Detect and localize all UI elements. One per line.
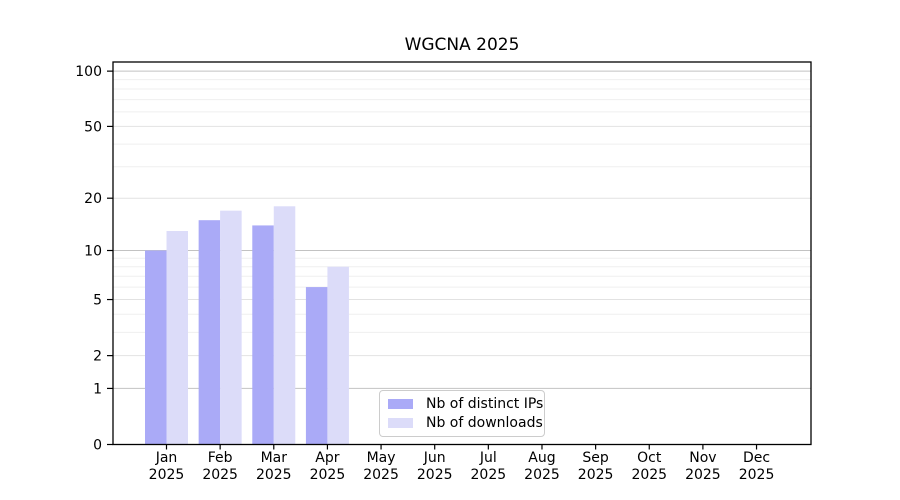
x-tick-label-year-jan: 2025: [149, 467, 185, 483]
x-tick-label-month-nov: Nov: [689, 450, 716, 466]
distinct-ips-swatch-icon: [388, 399, 413, 409]
bar-distinct-ips-jan: [145, 250, 167, 445]
bar-downloads-feb: [220, 210, 242, 445]
chart-title: WGCNA 2025: [404, 35, 520, 55]
x-tick-label-year-aug: 2025: [524, 467, 560, 483]
y-tick-label-1: 1: [93, 381, 102, 397]
x-tick-label-month-oct: Oct: [637, 450, 662, 466]
x-tick-label-month-jun: Jun: [423, 450, 446, 466]
bar-downloads-jan: [166, 231, 188, 445]
x-tick-label-month-apr: Apr: [315, 450, 339, 466]
x-tick-label-month-may: May: [367, 450, 396, 466]
bar-downloads-apr: [327, 266, 349, 445]
x-tick-label-year-apr: 2025: [310, 467, 346, 483]
y-tick-label-5: 5: [93, 293, 102, 309]
x-tick-label-month-sep: Sep: [582, 450, 609, 466]
legend-label-distinct-ips: Nb of distinct IPs: [426, 396, 544, 412]
x-tick-label-month-feb: Feb: [208, 450, 233, 466]
x-tick-label-year-sep: 2025: [578, 467, 614, 483]
x-tick-label-month-mar: Mar: [261, 450, 288, 466]
x-tick-label-month-aug: Aug: [528, 450, 555, 466]
x-tick-label-month-dec: Dec: [743, 450, 770, 466]
x-tick-label-month-jan: Jan: [155, 450, 178, 466]
y-tick-label-100: 100: [75, 64, 102, 80]
x-tick-label-year-jun: 2025: [417, 467, 453, 483]
y-tick-label-20: 20: [84, 191, 102, 207]
x-tick-label-year-feb: 2025: [202, 467, 238, 483]
legend-item-downloads: Nb of downloads: [388, 415, 543, 431]
bar-distinct-ips-apr: [305, 287, 328, 445]
x-tick-label-year-may: 2025: [363, 467, 399, 483]
plot-border: [112, 61, 812, 446]
legend-label-downloads: Nb of downloads: [426, 415, 543, 431]
x-tick-label-month-jul: Jul: [479, 450, 497, 466]
y-tick-label-0: 0: [93, 438, 102, 454]
x-tick-label-year-nov: 2025: [685, 467, 721, 483]
bar-distinct-ips-feb: [198, 220, 221, 445]
bar-downloads-mar: [273, 206, 296, 445]
legend: Nb of distinct IPs Nb of downloads: [379, 390, 545, 437]
y-tick-label-10: 10: [84, 244, 102, 260]
downloads-swatch-icon: [388, 418, 413, 428]
x-tick-label-year-jul: 2025: [471, 467, 507, 483]
x-tick-label-year-oct: 2025: [631, 467, 667, 483]
bar-distinct-ips-mar: [252, 225, 274, 445]
x-tick-label-year-dec: 2025: [739, 467, 775, 483]
y-tick-label-50: 50: [84, 119, 102, 135]
legend-item-distinct-ips: Nb of distinct IPs: [388, 396, 543, 412]
y-tick-label-2: 2: [93, 349, 102, 365]
x-tick-label-year-mar: 2025: [256, 467, 292, 483]
